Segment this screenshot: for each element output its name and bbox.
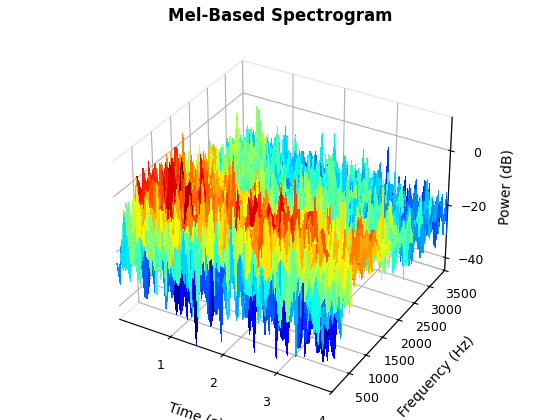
Title: Mel-Based Spectrogram: Mel-Based Spectrogram [168, 7, 392, 25]
X-axis label: Time (s): Time (s) [166, 400, 224, 420]
Y-axis label: Frequency (Hz): Frequency (Hz) [396, 333, 478, 420]
